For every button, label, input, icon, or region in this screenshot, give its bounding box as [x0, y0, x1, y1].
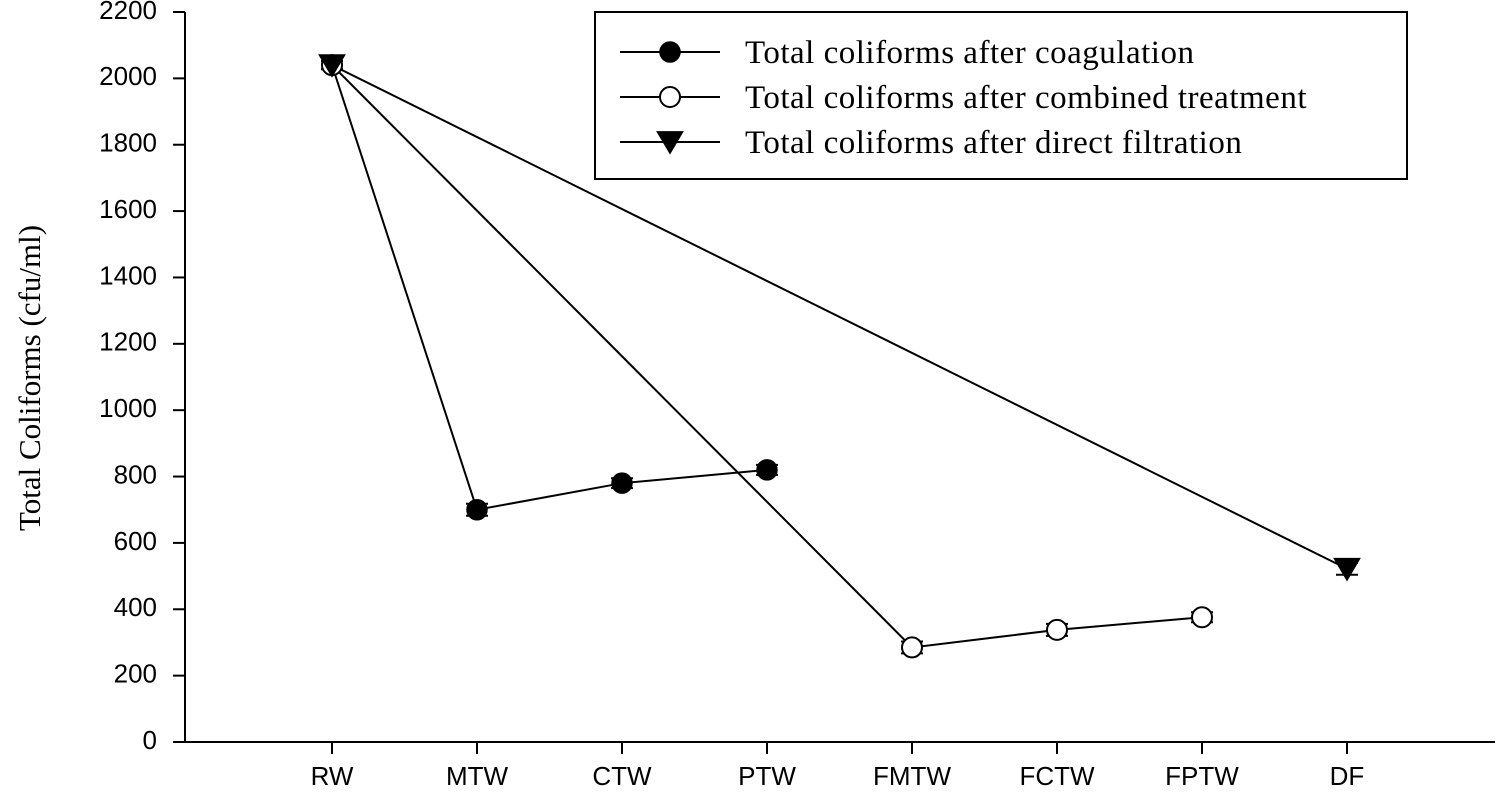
data-point — [318, 54, 346, 78]
data-point — [1333, 557, 1361, 582]
x-tick-label: FPTW — [1165, 761, 1239, 791]
y-tick-label: 2200 — [99, 0, 157, 25]
x-tick-label: DF — [1330, 761, 1365, 791]
y-tick-label: 200 — [114, 659, 157, 689]
legend-marker — [656, 131, 684, 155]
y-tick-label: 1600 — [99, 194, 157, 224]
data-point — [611, 472, 633, 494]
y-tick-label: 1200 — [99, 327, 157, 357]
x-tick-label: FCTW — [1019, 761, 1095, 791]
legend-marker — [659, 86, 681, 108]
x-tick-label: MTW — [446, 761, 509, 791]
data-point — [1046, 618, 1068, 641]
y-tick-label: 1800 — [99, 128, 157, 158]
legend: Total coliforms after coagulation Total c… — [594, 11, 1408, 180]
data-point — [466, 498, 488, 521]
y-axis-title: Total Coliforms (cfu/ml) — [12, 225, 47, 531]
series-line — [331, 64, 1203, 649]
series-line — [331, 64, 768, 511]
y-tick-label: 800 — [114, 459, 157, 489]
data-point — [901, 636, 923, 659]
legend-label: Total coliforms after coagulation — [745, 35, 1194, 71]
y-tick-label: 0 — [143, 725, 157, 755]
x-tick-label: FMTW — [873, 761, 951, 791]
y-tick-label: 600 — [114, 526, 157, 556]
x-tick-label: PTW — [738, 761, 796, 791]
series-line — [331, 64, 1348, 570]
x-tick-label: CTW — [592, 761, 652, 791]
y-tick-label: 400 — [114, 592, 157, 622]
y-tick-label: 1400 — [99, 260, 157, 290]
x-tick-label: RW — [311, 761, 354, 791]
plot-area: 0 200 400 600 800 1000 1200 1400 1600 1800 2000 220… — [99, 0, 1495, 791]
y-tick-label: 2000 — [99, 61, 157, 91]
legend-box — [594, 11, 1408, 180]
data-point — [1191, 606, 1213, 629]
legend-label: Total coliforms after combined treatment — [745, 80, 1307, 116]
legend-marker — [659, 41, 681, 63]
y-tick-label: 1000 — [99, 393, 157, 423]
legend-label: Total coliforms after direct filtration — [745, 125, 1242, 161]
data-point — [756, 459, 778, 481]
